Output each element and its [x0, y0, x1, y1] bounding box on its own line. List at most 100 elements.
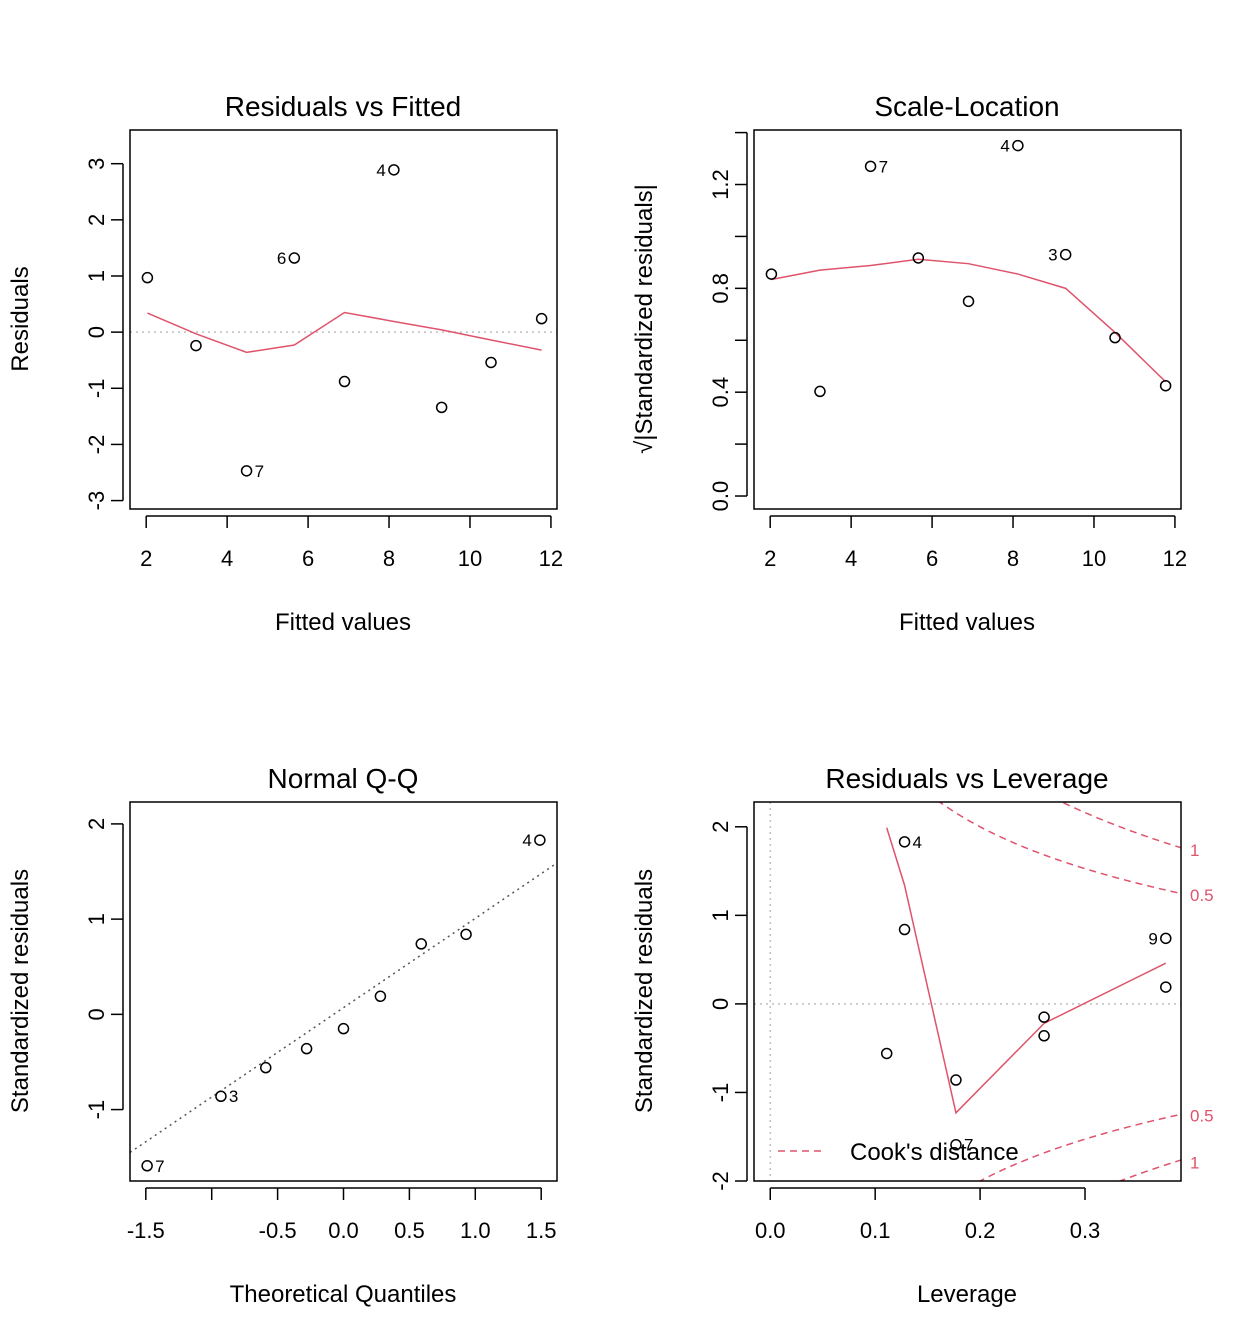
qq-reference-line	[130, 862, 557, 1154]
cooks-distance-contour	[978, 1113, 1181, 1181]
y-tick-label: 0.4	[708, 377, 733, 408]
y-tick-label: -3	[84, 491, 109, 511]
point-label: 4	[1000, 137, 1009, 156]
point-label: 9	[1148, 929, 1157, 948]
point-label: 3	[229, 1087, 238, 1106]
x-tick-label: 4	[221, 546, 233, 571]
data-point	[300, 1042, 313, 1055]
smoother-line	[147, 311, 542, 354]
x-tick-label: 1.5	[526, 1218, 557, 1243]
point-label: 7	[964, 1136, 973, 1155]
panel-title: Normal Q-Q	[268, 763, 419, 794]
y-tick-label: 2	[708, 821, 733, 833]
y-tick-label: 1.2	[708, 169, 733, 200]
point-label: 6	[277, 249, 286, 268]
data-point	[765, 268, 778, 280]
data-point	[1059, 248, 1072, 261]
x-tick-label: 8	[383, 546, 395, 571]
x-tick-label: 12	[539, 546, 563, 571]
panel-residuals-vs-leverage: Residuals vs Leverage Leverage Standardi…	[631, 763, 1214, 1308]
y-tick-label: 1	[84, 270, 109, 282]
legend-label: Cook's distance	[850, 1139, 1019, 1166]
point-label: 4	[522, 831, 531, 850]
data-point	[460, 928, 472, 941]
data-point	[880, 1047, 893, 1060]
y-tick-label: 3	[84, 158, 109, 170]
x-tick-label: 0.2	[965, 1218, 996, 1243]
data-point	[1160, 981, 1172, 993]
y-axis-label: Standardized residuals	[7, 869, 34, 1113]
plot-frame	[753, 129, 1182, 510]
plot-frame	[129, 801, 558, 1182]
y-tick-label: 2	[84, 818, 109, 830]
data-point	[240, 465, 253, 477]
x-tick-label: -1.5	[127, 1218, 165, 1243]
x-axis-label: Leverage	[917, 1281, 1017, 1308]
data-point	[950, 1074, 962, 1086]
cooks-distance-contour	[1117, 1159, 1181, 1181]
data-point	[1159, 379, 1172, 392]
x-tick-label: 0.0	[328, 1218, 359, 1243]
point-label: 3	[1048, 246, 1057, 265]
x-tick-label: 0.0	[755, 1218, 786, 1243]
plot-frame	[129, 129, 558, 510]
data-point	[864, 160, 877, 173]
x-tick-label: -0.5	[259, 1218, 297, 1243]
y-tick-label: 1	[84, 913, 109, 925]
point-label: 7	[879, 157, 888, 176]
x-axis-label: Fitted values	[899, 609, 1035, 636]
data-point	[1012, 139, 1024, 152]
data-point	[534, 834, 546, 846]
data-point	[259, 1061, 272, 1074]
cooks-distance-contour	[938, 802, 1181, 895]
point-label: 4	[913, 833, 922, 852]
plot-frame	[753, 801, 1182, 1182]
y-tick-label: 0.8	[708, 273, 733, 304]
y-axis-label: Residuals	[7, 266, 34, 371]
data-point	[950, 1138, 962, 1151]
y-tick-label: 0	[84, 1008, 109, 1020]
cooks-distance-contour	[1060, 802, 1181, 849]
data-point	[814, 385, 826, 398]
point-label: 7	[255, 462, 264, 481]
data-point	[1109, 331, 1121, 344]
panel-residuals-vs-fitted: Residuals vs Fitted Fitted values Residu…	[7, 91, 563, 636]
y-tick-label: -2	[84, 435, 109, 455]
x-tick-label: 0.3	[1070, 1218, 1101, 1243]
x-tick-label: 4	[845, 546, 857, 571]
y-tick-label: -1	[84, 1100, 109, 1120]
y-tick-label: 0	[708, 998, 733, 1010]
smoother-line	[885, 827, 1167, 1115]
panel-title: Residuals vs Fitted	[225, 91, 462, 122]
x-tick-label: 6	[926, 546, 938, 571]
data-point	[215, 1090, 227, 1102]
data-point	[485, 356, 497, 369]
x-tick-label: 2	[140, 546, 152, 571]
cooks-level-label: 0.5	[1190, 1106, 1214, 1125]
y-tick-label: 1	[708, 909, 733, 921]
data-point	[1038, 1030, 1050, 1042]
y-axis-label: Standardized residuals	[631, 869, 658, 1113]
point-label: 4	[376, 161, 385, 180]
data-point	[374, 990, 387, 1003]
data-point	[141, 271, 154, 284]
y-tick-label: -2	[708, 1171, 733, 1191]
x-tick-label: 0.1	[860, 1218, 891, 1243]
data-point	[337, 1022, 350, 1035]
data-point	[1038, 1011, 1050, 1023]
data-point	[535, 312, 548, 325]
x-tick-label: 1.0	[460, 1218, 491, 1243]
x-tick-label: 10	[1082, 546, 1106, 571]
x-tick-label: 2	[764, 546, 776, 571]
x-axis-label: Theoretical Quantiles	[230, 1281, 457, 1308]
x-tick-label: 0.5	[394, 1218, 425, 1243]
panel-scale-location: Scale-Location Fitted values √|Standardi…	[631, 91, 1187, 636]
data-point	[898, 836, 911, 848]
y-tick-label: -1	[708, 1083, 733, 1103]
panel-normal-qq: Normal Q-Q Theoretical Quantiles Standar…	[7, 763, 558, 1308]
y-tick-label: 2	[84, 214, 109, 226]
data-point	[415, 938, 428, 950]
x-tick-label: 10	[458, 546, 482, 571]
y-tick-label: 0	[84, 326, 109, 338]
data-point	[190, 339, 202, 352]
